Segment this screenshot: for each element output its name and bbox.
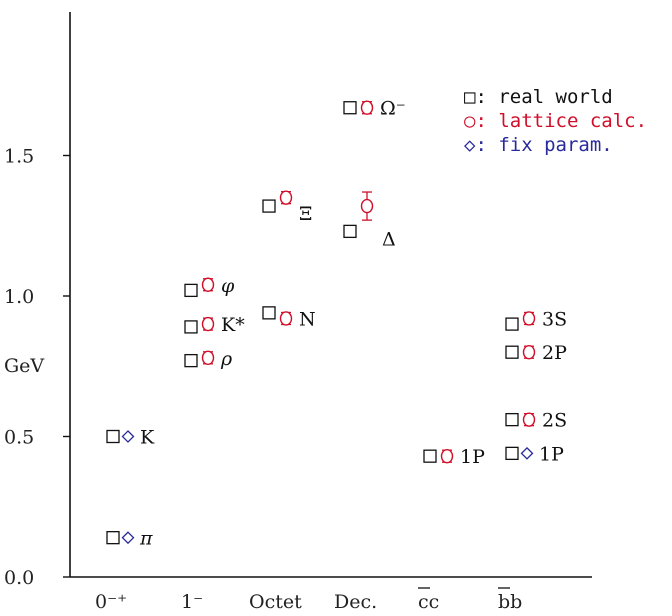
lattice-marker: [279, 311, 293, 326]
y-tick-label: 1.0: [4, 286, 34, 308]
lattice-marker: [279, 190, 293, 205]
state-label: N: [299, 308, 316, 330]
lattice-marker: [440, 448, 454, 464]
y-tick-label: 1.5: [4, 146, 34, 168]
fix-param-marker: [121, 531, 135, 545]
legend: □: real world○: lattice calc.◇: fix para…: [464, 86, 647, 156]
category-label: Octet: [249, 591, 302, 613]
category-label: bb: [498, 591, 522, 613]
real-world-marker: [184, 320, 198, 334]
state-label: 1P: [460, 446, 485, 468]
state-label: K*: [221, 314, 245, 336]
lattice-marker: [201, 277, 215, 292]
real-world-marker: [343, 101, 357, 115]
legend-entry-fix: ◇: fix param.: [464, 134, 613, 156]
real-world-marker: [505, 317, 519, 331]
y-axis-label: GeV: [4, 355, 44, 377]
state-label: ρ: [220, 348, 233, 370]
state-label: Ξ: [299, 203, 312, 225]
lattice-marker: [360, 100, 374, 115]
state-label: φ: [221, 275, 235, 297]
y-tick-label: 0.5: [4, 427, 34, 449]
category-label: Dec.: [334, 591, 377, 613]
real-world-marker: [505, 446, 519, 461]
real-world-marker: [262, 199, 276, 213]
lattice-marker: [201, 316, 215, 332]
real-world-marker: [505, 412, 519, 427]
category-label: 1⁻: [181, 591, 203, 613]
real-world-marker: [343, 224, 357, 239]
state-label: 1P: [539, 443, 564, 465]
real-world-marker: [184, 283, 198, 298]
category-label: cc: [418, 591, 439, 613]
lattice-marker: [201, 350, 215, 366]
state-label: π: [139, 528, 153, 550]
state-label: 2P: [542, 342, 567, 364]
fix-param-marker: [121, 430, 135, 443]
lattice-marker: [522, 412, 536, 427]
real-world-marker: [262, 306, 276, 320]
category-label: 0⁻⁺: [95, 591, 127, 613]
data-points: π Kρ K* φ N Ξ Δ Ω⁻ 1P 1P 2S 2P 3S: [106, 98, 567, 550]
real-world-marker: [423, 449, 437, 463]
state-label: Δ: [382, 228, 396, 250]
lattice-marker: [360, 198, 374, 214]
state-label: K: [140, 427, 155, 449]
real-world-marker: [106, 531, 120, 545]
fix-param-marker: [520, 446, 534, 460]
state-label: Ω⁻: [380, 98, 406, 120]
y-ticks: 0.0 0.5 1.0 1.5: [4, 146, 70, 589]
y-tick-label: 0.0: [4, 567, 34, 589]
legend-entry-lattice: ○: lattice calc.: [464, 110, 647, 132]
real-world-marker: [106, 429, 120, 444]
real-world-marker: [184, 353, 198, 368]
lattice-marker: [522, 311, 536, 326]
lattice-marker: [522, 345, 536, 360]
category-labels: 0⁻⁺ 1⁻ Octet Dec. cc bb: [95, 587, 522, 613]
state-label: 3S: [542, 308, 567, 330]
legend-entry-real: □: real world: [464, 86, 613, 108]
state-label: 2S: [542, 410, 567, 432]
real-world-marker: [505, 345, 519, 359]
